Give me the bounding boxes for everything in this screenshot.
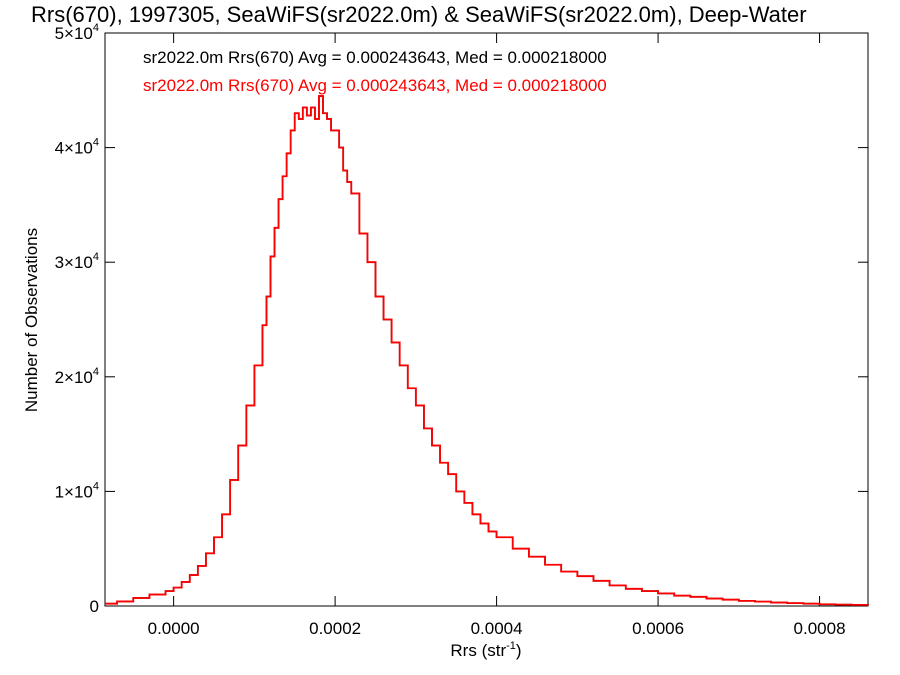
y-tick-label: 4×104: [55, 137, 99, 158]
y-tick-label-exponent: 4: [93, 366, 99, 378]
plot-frame: [104, 32, 869, 607]
x-tick-label: 0.0000: [148, 619, 200, 638]
y-tick-label-base: 3×10: [55, 253, 93, 272]
y-tick-label: 3×104: [55, 251, 99, 272]
y-axis-label: Number of Observations: [22, 228, 41, 412]
y-tick-label-exponent: 4: [93, 251, 99, 263]
y-tick-label-base: 2×10: [55, 368, 93, 387]
y-tick-label-exponent: 4: [93, 480, 99, 492]
x-tick-label: 0.0004: [471, 619, 523, 638]
y-tick-label-base: 4×10: [55, 139, 93, 158]
y-tick-label: 5×104: [55, 22, 99, 43]
y-tick-label-base: 0: [90, 597, 99, 616]
y-tick-label-base: 1×10: [55, 482, 93, 501]
legend-entry-black: sr2022.0m Rrs(670) Avg = 0.000243643, Me…: [143, 48, 607, 67]
series-line-red: [105, 95, 869, 606]
y-tick-label: 1×104: [55, 480, 99, 501]
series-layer: [105, 95, 869, 606]
legend-entry-red: sr2022.0m Rrs(670) Avg = 0.000243643, Me…: [143, 76, 607, 95]
x-tick-label: 0.0008: [794, 619, 846, 638]
x-axis-label-close: ): [516, 641, 522, 660]
x-tick-label: 0.0002: [309, 619, 361, 638]
y-tick-label-exponent: 4: [93, 137, 99, 149]
chart-title: Rrs(670), 1997305, SeaWiFS(sr2022.0m) & …: [31, 2, 807, 27]
x-axis-label: Rrs (str-1): [450, 640, 521, 660]
y-tick-label-exponent: 4: [93, 22, 99, 34]
x-axis-label-base: Rrs (str: [450, 641, 506, 660]
y-tick-label: 2×104: [55, 366, 99, 387]
series-line-black: [105, 95, 869, 606]
y-tick-label-base: 5×10: [55, 24, 93, 43]
y-tick-label: 0: [90, 597, 99, 616]
x-axis-ticks: 0.0000 0.0002 0.0004 0.0006 0.0008: [148, 33, 846, 638]
x-axis-label-exponent: -1: [506, 640, 516, 652]
x-tick-label: 0.0006: [632, 619, 684, 638]
